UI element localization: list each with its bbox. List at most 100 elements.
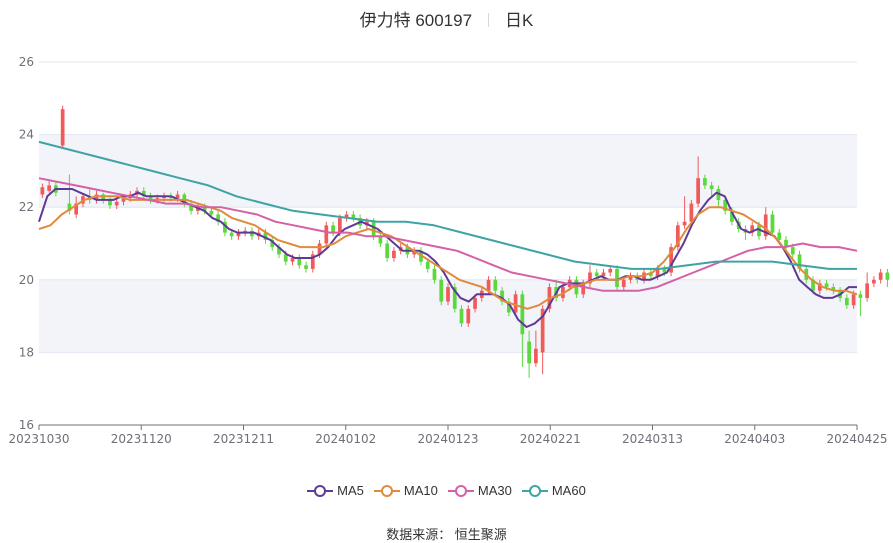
candle-body <box>675 225 680 248</box>
candle-body <box>581 283 586 295</box>
stock-name-code: 伊力特 600197 <box>359 11 473 30</box>
candle-body <box>202 207 207 211</box>
candle-body <box>723 199 728 211</box>
candle-body <box>662 268 667 273</box>
candle-body <box>790 247 795 255</box>
y-tick-label: 24 <box>19 128 34 142</box>
legend-label: MA10 <box>403 483 438 498</box>
candle-body <box>216 214 221 222</box>
legend-label: MA60 <box>551 483 586 498</box>
candle-body <box>878 272 883 280</box>
candle-body <box>263 232 268 240</box>
legend-marker-icon <box>307 484 334 497</box>
candle-body <box>439 279 444 302</box>
candle-body <box>277 247 281 255</box>
candle-body <box>865 283 869 298</box>
candle-body <box>608 268 613 273</box>
candle-body <box>534 348 538 364</box>
candle-body <box>236 232 241 237</box>
candle-body <box>148 196 153 200</box>
candle-body <box>108 199 112 206</box>
candle-body <box>872 279 876 284</box>
candle-body <box>425 261 430 269</box>
candle-body <box>757 225 761 237</box>
y-tick-label: 22 <box>19 200 34 214</box>
candle-body <box>527 341 531 364</box>
legend-item-ma60[interactable]: MA60 <box>521 483 586 498</box>
candle-body <box>412 250 417 255</box>
candle-body <box>466 308 471 324</box>
legend-marker-icon <box>521 484 548 497</box>
candle-body <box>594 272 599 277</box>
candle-body <box>486 279 491 291</box>
candle-body <box>797 254 802 269</box>
x-tick-label: 20240102 <box>315 432 376 446</box>
candle-body <box>446 287 450 302</box>
y-tick-label: 20 <box>19 273 34 287</box>
candle-body <box>500 290 504 302</box>
candle-body <box>885 272 890 280</box>
candle-body <box>831 287 836 291</box>
legend-item-ma5[interactable]: MA5 <box>307 483 364 498</box>
candle-body <box>67 203 72 211</box>
candle-body <box>121 198 126 202</box>
legend-item-ma10[interactable]: MA10 <box>373 483 438 498</box>
candle-body <box>141 190 146 197</box>
candle-body <box>371 221 376 237</box>
data-source: 数据来源： 恒生聚源 <box>386 527 507 542</box>
candle-body <box>270 239 275 248</box>
candle-body <box>588 272 592 284</box>
chart-title: 伊力特 600197 日K <box>0 6 893 31</box>
candle-body <box>601 272 606 277</box>
candle-body <box>40 187 45 195</box>
candle-body <box>493 279 498 291</box>
candle-body <box>290 258 295 262</box>
legend: MA5 MA10 MA30 MA60 <box>0 483 893 501</box>
candle-body <box>784 239 788 248</box>
candle-body <box>175 194 180 199</box>
candle-body <box>574 279 579 295</box>
candle-body <box>689 203 694 222</box>
x-tick-label: 20240403 <box>724 432 785 446</box>
candle-body <box>513 294 518 313</box>
candle-body <box>60 109 65 146</box>
candle-body <box>47 185 51 191</box>
candle-body <box>777 232 782 240</box>
candle-body <box>703 178 707 186</box>
candle-body <box>344 214 349 219</box>
candle-body <box>331 225 335 233</box>
candle-body <box>770 214 775 233</box>
candle-body <box>229 232 234 237</box>
legend-marker-icon <box>447 484 474 497</box>
candle-body <box>621 279 626 288</box>
candle-body <box>845 297 849 306</box>
y-tick-label: 26 <box>19 55 34 69</box>
candle-body <box>392 250 396 259</box>
candle-body <box>114 201 119 206</box>
candle-body <box>189 203 193 211</box>
candle-body <box>824 283 829 288</box>
candle-body <box>540 308 545 353</box>
candle-body <box>696 178 700 204</box>
candle-body <box>351 214 356 219</box>
legend-label: MA30 <box>477 483 512 498</box>
candle-body <box>851 294 856 306</box>
candle-body <box>337 218 342 233</box>
legend-item-ma30[interactable]: MA30 <box>447 483 512 498</box>
candle-body <box>74 203 79 215</box>
candle-body <box>811 279 815 291</box>
candle-body <box>378 236 383 244</box>
x-tick-label: 20231120 <box>111 432 172 446</box>
candle-body <box>750 225 755 233</box>
candle-body <box>817 283 822 291</box>
candle-body <box>223 221 227 233</box>
x-tick-label: 20240425 <box>826 432 887 446</box>
period-label: 日K <box>505 11 534 30</box>
candle-body <box>452 287 457 309</box>
legend-label: MA5 <box>337 483 364 498</box>
candle-body <box>473 297 477 309</box>
candle-body <box>283 254 288 262</box>
x-tick-label: 20240123 <box>417 432 478 446</box>
x-tick-label: 20231211 <box>213 432 274 446</box>
